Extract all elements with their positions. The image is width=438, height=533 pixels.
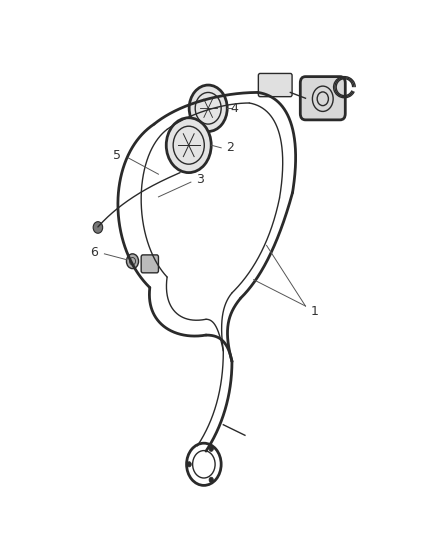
Text: 2: 2 (226, 141, 234, 155)
Circle shape (166, 118, 211, 173)
Text: 5: 5 (113, 149, 121, 162)
Text: 4: 4 (230, 102, 238, 115)
Circle shape (209, 446, 213, 451)
Text: 1: 1 (310, 305, 318, 318)
Text: 6: 6 (90, 246, 98, 259)
FancyBboxPatch shape (258, 74, 292, 96)
Circle shape (127, 254, 138, 269)
Circle shape (209, 477, 213, 482)
Circle shape (189, 85, 227, 132)
FancyBboxPatch shape (300, 77, 345, 120)
Circle shape (187, 462, 191, 467)
FancyBboxPatch shape (141, 255, 159, 273)
Text: 3: 3 (196, 173, 204, 186)
Circle shape (93, 222, 102, 233)
